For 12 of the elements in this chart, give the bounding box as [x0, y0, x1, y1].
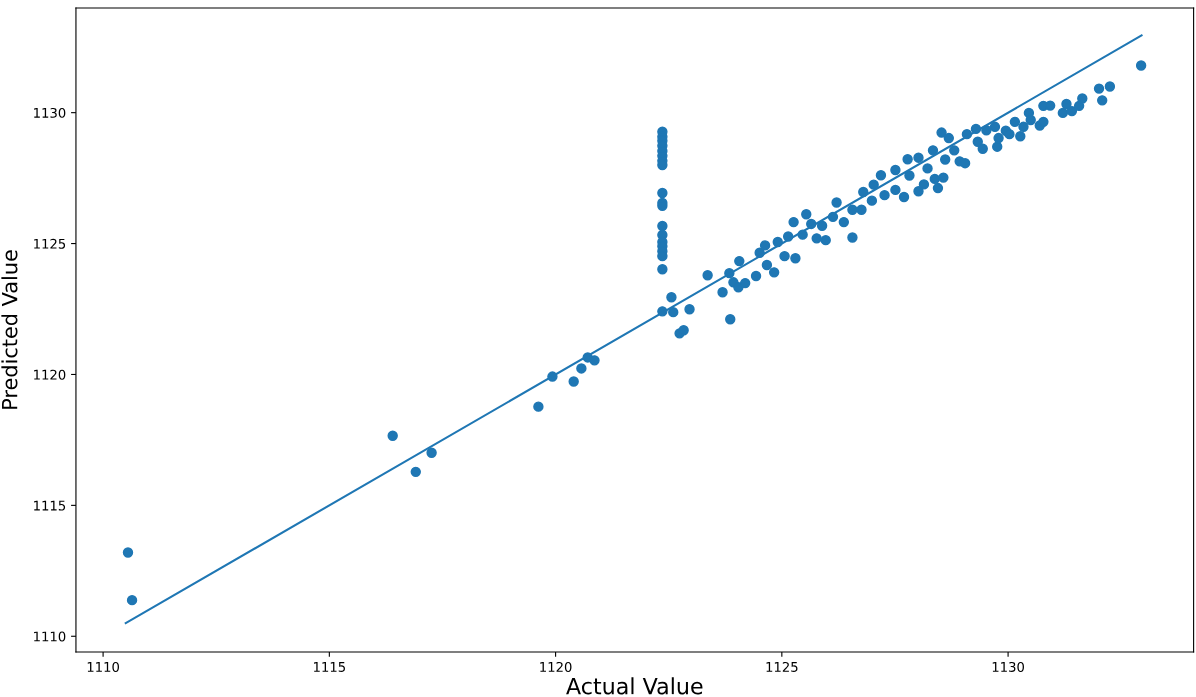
x-axis-title: Actual Value — [566, 677, 703, 695]
y-tick-label: 1115 — [34, 500, 66, 511]
x-tick-label: 1125 — [766, 661, 798, 672]
x-tick-label: 1130 — [992, 661, 1024, 672]
y-tick-label: 1130 — [34, 107, 66, 118]
y-tick-label: 1110 — [34, 631, 66, 642]
x-tick-label: 1120 — [540, 661, 572, 672]
y-tick-label: 1120 — [34, 369, 66, 380]
y-axis-title: Predicted Value — [1, 250, 18, 409]
y-tick-label: 1125 — [34, 238, 66, 249]
x-tick-label: 1115 — [314, 662, 345, 672]
x-tick-label: 1110 — [87, 661, 120, 672]
